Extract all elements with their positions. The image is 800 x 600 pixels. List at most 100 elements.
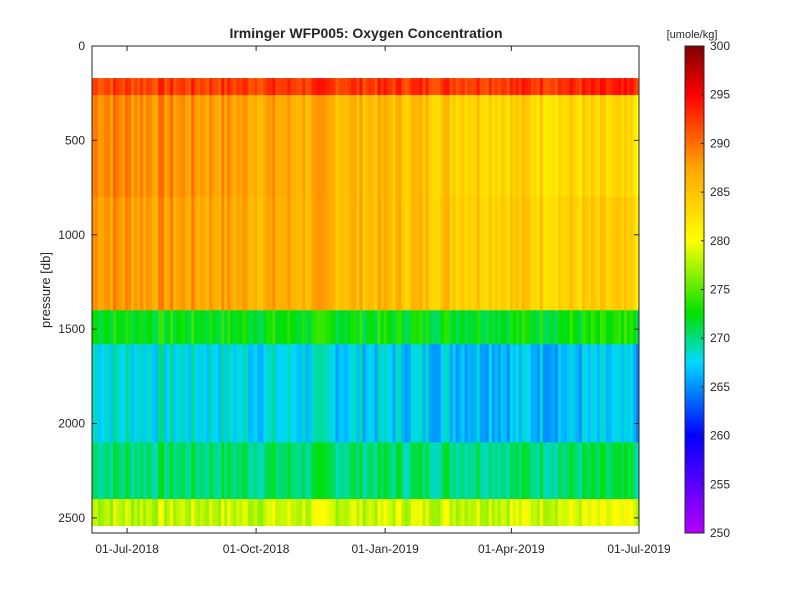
heatmap-cell — [602, 499, 607, 527]
heatmap-cell — [263, 95, 267, 198]
colorbar-ticks: 250 255 260 265 270 275 280 285 290 295 300 — [701, 39, 730, 540]
heatmap-cell — [542, 78, 547, 96]
heatmap-cell — [410, 310, 415, 345]
heatmap-cell — [212, 310, 216, 345]
heatmap-cell — [431, 499, 436, 527]
heatmap-cell — [122, 499, 126, 527]
heatmap-cell — [179, 95, 183, 198]
heatmap-cell — [323, 310, 328, 345]
heatmap-cell — [386, 95, 391, 198]
heatmap-cell — [611, 95, 616, 198]
heatmap-cell — [116, 344, 120, 443]
heatmap-cell — [470, 95, 475, 198]
heatmap-cell — [614, 344, 619, 443]
heatmap-cell — [569, 344, 574, 443]
heatmap-cell — [518, 310, 523, 345]
heatmap-cell — [557, 310, 562, 345]
heatmap-cell — [548, 310, 553, 345]
heatmap-cell — [467, 442, 472, 500]
heatmap-cell — [95, 344, 99, 443]
heatmap-cell — [308, 344, 313, 443]
heatmap-cell — [488, 442, 493, 500]
heatmap-cell — [176, 78, 180, 96]
heatmap-cell — [185, 197, 189, 311]
heatmap-cell — [170, 310, 174, 345]
heatmap-cell — [188, 197, 192, 311]
heatmap-cell — [629, 442, 634, 500]
y-tick-label: 2000 — [58, 417, 85, 431]
heatmap-cell — [221, 310, 225, 345]
heatmap-cell — [620, 95, 625, 198]
heatmap-cell — [494, 78, 499, 96]
heatmap-cell — [236, 95, 240, 198]
heatmap-cell — [620, 442, 625, 500]
heatmap-cell — [353, 442, 358, 500]
heatmap-cell — [266, 499, 270, 527]
heatmap-cell — [290, 442, 294, 500]
heatmap-cell — [413, 78, 418, 96]
heatmap-cell — [359, 78, 364, 96]
y-tick-label: 0 — [78, 39, 85, 53]
heatmap-cell — [632, 499, 637, 527]
heatmap-cell — [233, 95, 237, 198]
heatmap-cell — [422, 344, 427, 443]
heatmap-cell — [239, 442, 243, 500]
heatmap-cell — [257, 78, 261, 96]
heatmap-cell — [182, 344, 186, 443]
heatmap-cell — [635, 344, 639, 443]
heatmap-cell — [125, 499, 129, 527]
heatmap-cell — [338, 78, 343, 96]
heatmap-cell — [158, 197, 162, 311]
heatmap-cell — [608, 499, 613, 527]
heatmap-cell — [485, 197, 490, 311]
heatmap-cell — [557, 344, 562, 443]
heatmap-cell — [368, 344, 373, 443]
heatmap-cell — [500, 442, 505, 500]
heatmap-cell — [149, 344, 153, 443]
heatmap-cell — [614, 78, 619, 96]
heatmap-cell — [128, 310, 132, 345]
heatmap-cell — [533, 95, 538, 198]
heatmap-cell — [119, 95, 123, 198]
heatmap-cell — [614, 442, 619, 500]
heatmap-cell — [95, 310, 99, 345]
heatmap-cell — [134, 442, 138, 500]
heatmap-cell — [512, 344, 517, 443]
heatmap-cell — [575, 310, 580, 345]
heatmap-cell — [386, 344, 391, 443]
heatmap-cell — [368, 442, 373, 500]
heatmap-cell — [206, 344, 210, 443]
heatmap-cell — [131, 442, 135, 500]
heatmap-cell — [203, 197, 207, 311]
heatmap-cell — [341, 197, 346, 311]
y-tick-label: 500 — [65, 133, 85, 147]
heatmap-cell — [605, 197, 610, 311]
heatmap-cell — [155, 95, 159, 198]
heatmap-cell — [278, 78, 282, 96]
heatmap-cell — [149, 499, 153, 527]
heatmap-cell — [224, 344, 228, 443]
heatmap-cell — [470, 78, 475, 96]
heatmap-cell — [635, 499, 639, 527]
heatmap-cell — [158, 442, 162, 500]
heatmap-cell — [182, 310, 186, 345]
heatmap-cell — [524, 310, 529, 345]
heatmap-cell — [218, 78, 222, 96]
heatmap-cell — [482, 197, 487, 311]
heatmap-cell — [224, 78, 228, 96]
heatmap-cell — [401, 310, 406, 345]
heatmap-cell — [410, 344, 415, 443]
heatmap-cell — [383, 95, 388, 198]
heatmap-cell — [200, 197, 204, 311]
heatmap-cell — [617, 499, 622, 527]
heatmap-cell — [404, 344, 409, 443]
heatmap-cell — [350, 95, 355, 198]
heatmap-cell — [614, 310, 619, 345]
heatmap-cell — [497, 197, 502, 311]
heatmap-cell — [602, 344, 607, 443]
heatmap-cell — [293, 197, 297, 311]
heatmap-cell — [113, 499, 117, 527]
heatmap-cell — [305, 344, 309, 443]
heatmap-cell — [536, 78, 541, 96]
heatmap-cell — [515, 344, 520, 443]
